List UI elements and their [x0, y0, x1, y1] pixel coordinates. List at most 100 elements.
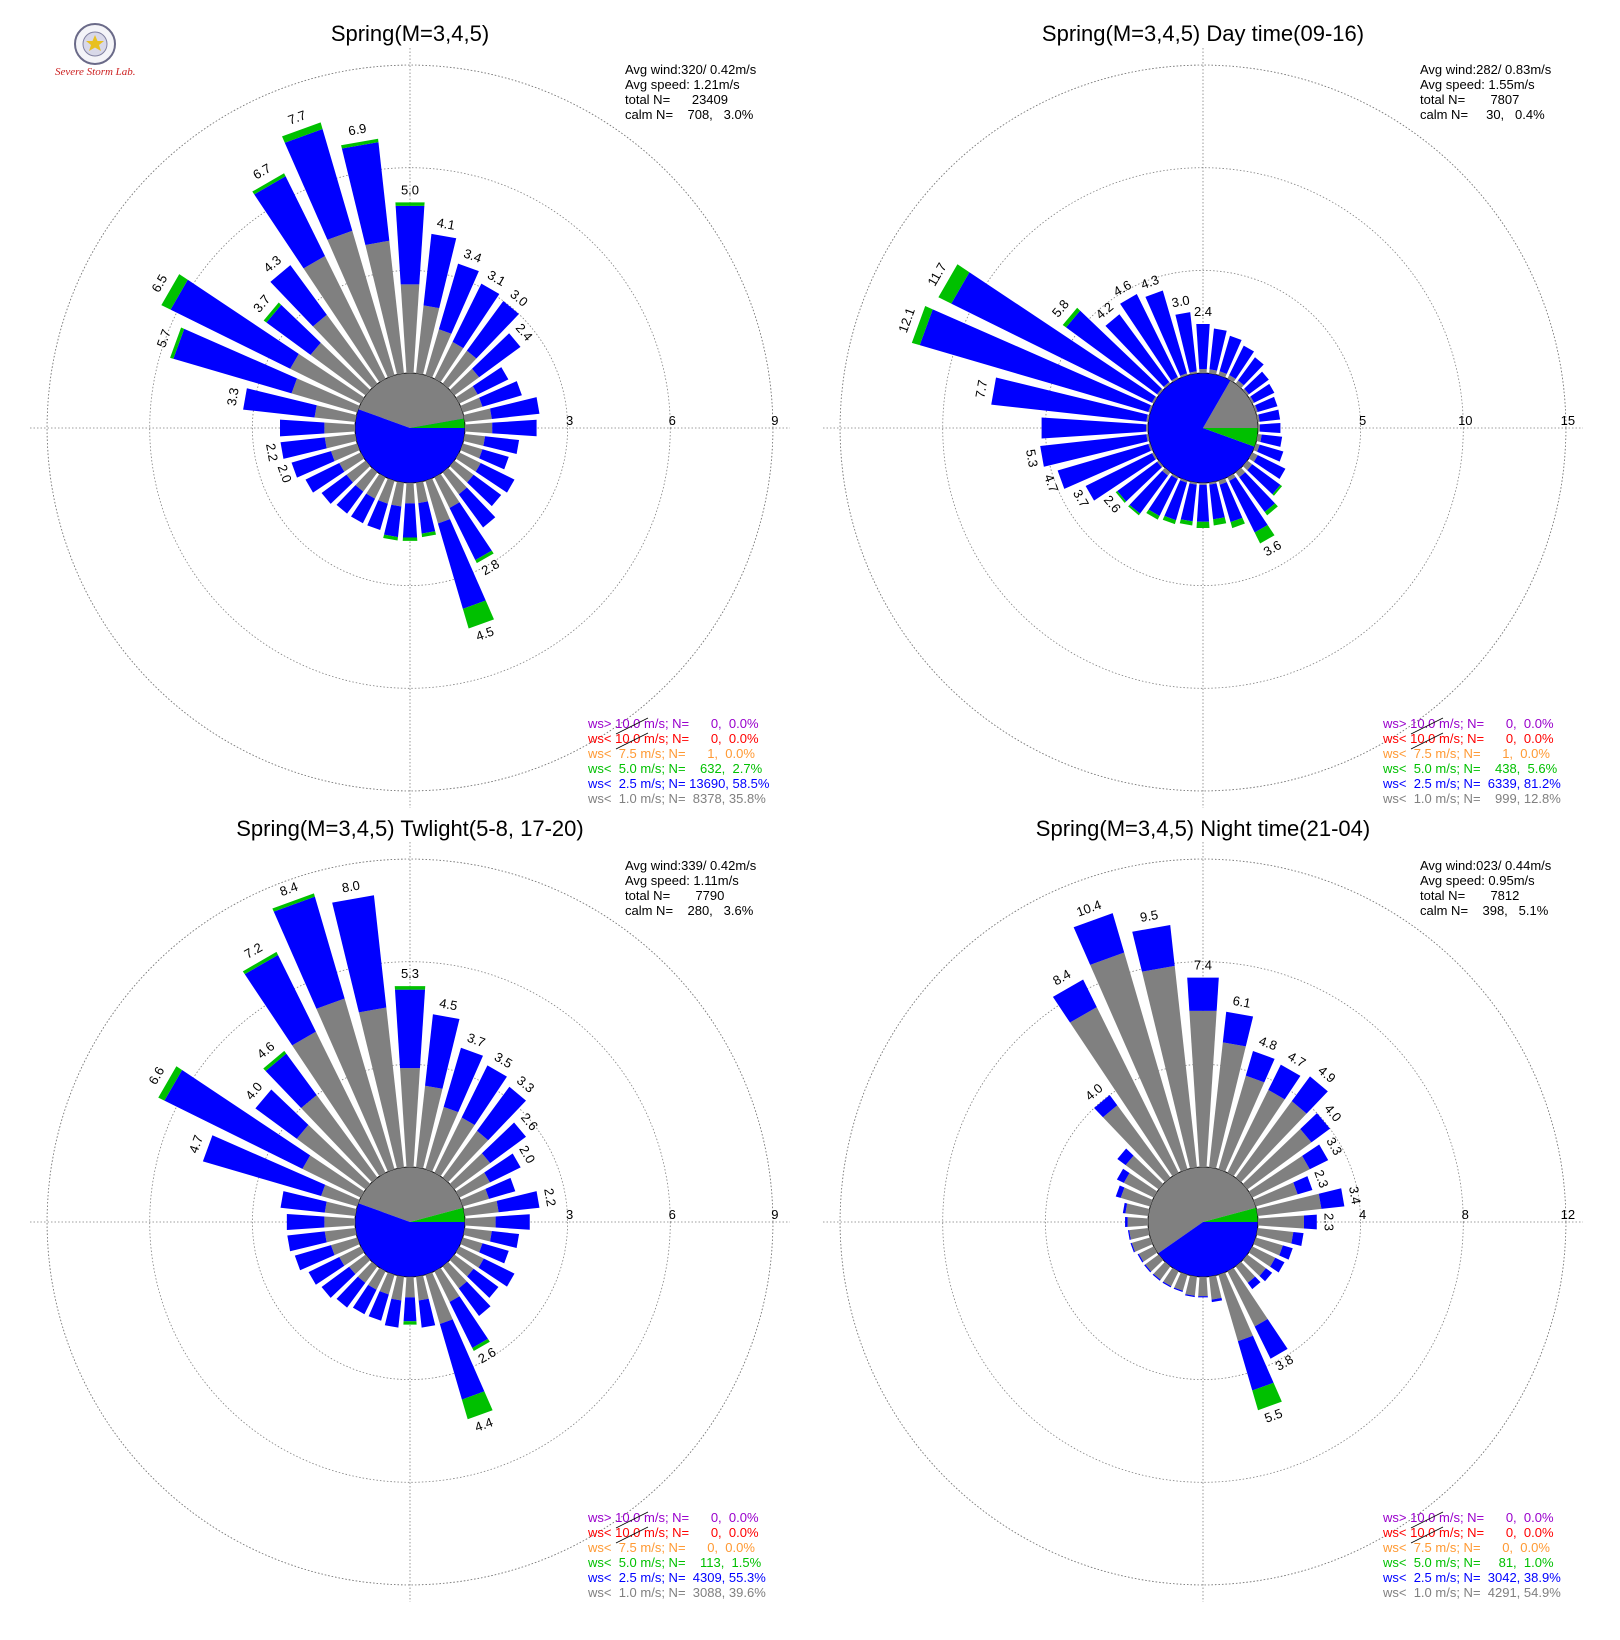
bar-segment-lt25 [439, 1319, 485, 1400]
bar-segment-lt1 [324, 422, 356, 434]
bar-segment-lt5 [1062, 307, 1081, 328]
bar-dir-0: 7.4 [1187, 958, 1219, 1168]
bar-segment-lt1 [365, 240, 404, 375]
bar-dir-290: 5.7 [154, 327, 360, 413]
bar-dir-10 [1209, 328, 1227, 375]
bar-segment-lt5 [1230, 517, 1245, 529]
legend-entry-lt75: ws< 7.5 m/s; N= 1, 0.0% [587, 746, 755, 761]
bar-segment-lt25 [403, 1297, 417, 1322]
bar-segment-lt25 [485, 1177, 516, 1199]
bar-segment-lt1 [405, 482, 415, 504]
bar-segment-lt25 [1066, 310, 1162, 395]
bar-segment-lt25 [1115, 1185, 1125, 1198]
bar-segment-lt1 [1146, 424, 1149, 432]
bar-segment-lt25 [483, 436, 520, 454]
bar-segment-lt1 [1163, 1267, 1179, 1287]
bar-segment-lt1 [290, 353, 365, 404]
bar-segment-lt25 [173, 328, 297, 394]
bar-dir-70 [1253, 396, 1278, 413]
legend-entry-lt10: ws< 10.0 m/s; N= 0, 0.0% [587, 731, 759, 746]
bar-segment-lt25 [351, 493, 376, 524]
bar-segment-lt25 [425, 1014, 460, 1089]
wind-rose-panel-4: 4 8 127.46.14.84.74.94.03.32.33.42.33.85.5… [823, 816, 1583, 1602]
bar-dir-280 [280, 1191, 357, 1216]
bar-segment-lt25 [336, 1276, 366, 1308]
bar-segment-lt1 [464, 422, 493, 434]
bar-dir-120 [1248, 452, 1286, 480]
bar-dir-280: 7.7 [972, 377, 1150, 422]
bar-value-label: 2.4 [1194, 304, 1212, 319]
bar-segment-lt5 [383, 534, 398, 541]
bar-value-label: 7.7 [972, 379, 990, 399]
bar-segment-lt25 [1127, 1230, 1131, 1240]
bar-dir-170 [1209, 1275, 1223, 1303]
bar-segment-lt1 [400, 1068, 420, 1168]
bar-value-label: 4.9 [1315, 1063, 1338, 1086]
bar-segment-lt25 [1255, 396, 1278, 412]
bar-segment-lt1 [1131, 1237, 1153, 1252]
bar-segment-lt25 [1196, 323, 1210, 370]
bar-segment-lt1 [1256, 434, 1262, 442]
bar-segment-lt1 [1146, 434, 1150, 442]
bar-segment-lt25 [479, 381, 522, 407]
bar-segment-lt5 [242, 951, 279, 975]
bar-segment-lt25 [395, 205, 425, 285]
bar-dir-140 [442, 1261, 491, 1316]
ring-label: 5 [1359, 413, 1366, 428]
bar-dir-230 [321, 1254, 371, 1298]
stat-total: total N= 23409 [625, 92, 728, 107]
bar-segment-lt1 [442, 350, 477, 389]
bar-dir-120 [455, 452, 515, 493]
bar-segment-lt25 [280, 419, 325, 437]
bar-dir-100 [463, 1228, 520, 1248]
bar-segment-lt1 [460, 443, 483, 459]
bar-value-label: 7.2 [242, 940, 265, 962]
bar-value-label: 7.4 [1194, 958, 1212, 973]
legend-entry-lt5: ws< 5.0 m/s; N= 632, 2.7% [587, 761, 763, 776]
logo-text: Severe Storm Lab. [55, 66, 136, 78]
bar-segment-lt25 [1116, 1168, 1130, 1183]
bar-segment-lt1 [1163, 382, 1171, 389]
bar-segment-lt1 [1248, 396, 1255, 404]
bar-dir-110 [460, 1237, 509, 1264]
bar-segment-lt1 [1198, 1276, 1208, 1297]
bar-dir-280: 3.3 [224, 387, 357, 422]
panel-title: Spring(M=3,4,5) Day time(09-16) [1042, 21, 1364, 46]
bar-segment-lt1 [1209, 481, 1217, 485]
bar-segment-lt25 [479, 449, 509, 470]
bar-segment-lt25 [1257, 444, 1284, 462]
bar-dir-80 [1256, 409, 1281, 422]
bar-segment-lt1 [1174, 1272, 1188, 1291]
bar-segment-lt1 [1253, 1182, 1298, 1207]
bar-segment-lt1 [1153, 1261, 1171, 1280]
bar-segment-lt25 [1164, 480, 1187, 521]
bar-segment-lt25 [472, 333, 521, 378]
bar-dir-250: 4.7 [1041, 443, 1153, 494]
bar-segment-lt1 [358, 1007, 404, 1169]
bar-segment-lt1 [1125, 1203, 1150, 1216]
bar-segment-lt25 [1041, 417, 1147, 439]
bar-segment-lt1 [1235, 1101, 1307, 1183]
bar-segment-lt1 [460, 397, 483, 413]
legend-strike [615, 1511, 649, 1529]
bar-segment-lt25 [1152, 1273, 1161, 1281]
bar-segment-lt25 [352, 1284, 377, 1315]
wind-rose-panel-2: 5 10 152.43.62.63.74.75.37.712.111.75.8 4.2… [823, 21, 1583, 808]
bar-segment-lt25 [294, 1245, 335, 1271]
stat-avg-speed: Avg speed: 1.11m/s [625, 873, 739, 888]
legend-entry-lt1: ws< 1.0 m/s; N= 8378, 35.8% [587, 791, 766, 806]
bar-segment-lt5 [402, 537, 418, 541]
legend-entry-lt75: ws< 7.5 m/s; N= 0, 0.0% [587, 1540, 755, 1555]
panel-title: Spring(M=3,4,5) [331, 21, 489, 46]
bar-segment-lt25 [1180, 483, 1197, 522]
bar-segment-lt5 [170, 327, 185, 359]
bar-segment-lt25 [458, 487, 496, 528]
bar-segment-lt25 [449, 1296, 488, 1348]
bar-segment-lt1 [442, 467, 467, 495]
bar-segment-lt1 [1162, 467, 1171, 476]
bar-segment-lt25 [1148, 475, 1178, 516]
bar-segment-lt1 [425, 1272, 453, 1325]
bar-dir-210 [1162, 1267, 1179, 1288]
bar-dir-200 [1173, 1272, 1188, 1293]
bar-segment-lt1 [312, 314, 378, 389]
